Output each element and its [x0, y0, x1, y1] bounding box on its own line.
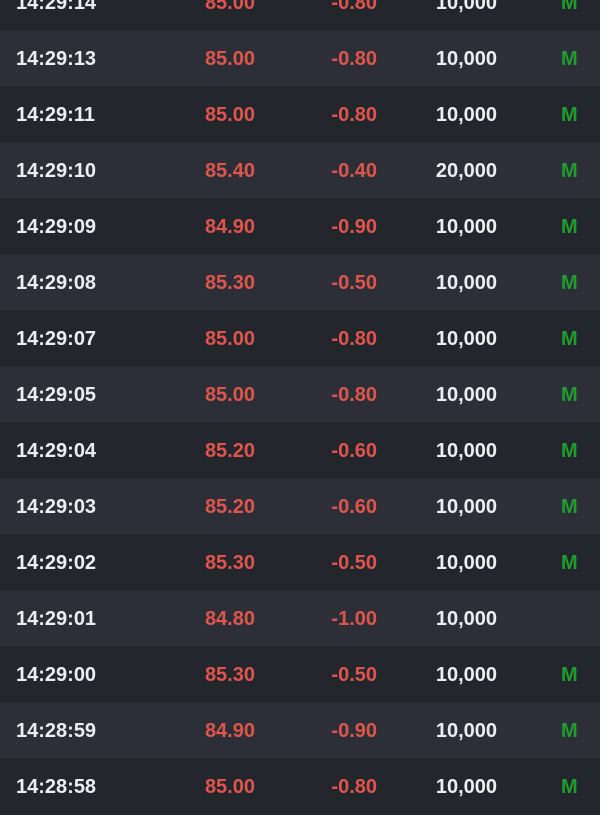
trade-row[interactable]: 14:29:14 85.00 -0.80 10,000 M [0, 0, 600, 31]
trade-volume: 10,000 [435, 48, 497, 70]
trade-row[interactable]: 14:29:13 85.00 -0.80 10,000 M [0, 31, 600, 87]
trade-volume: 10,000 [435, 552, 497, 574]
trade-volume: 10,000 [435, 0, 497, 14]
trade-price: 85.00 [204, 328, 255, 350]
trade-change: -0.60 [331, 440, 377, 462]
trade-price: 85.30 [204, 272, 255, 294]
trade-price: 85.20 [204, 440, 255, 462]
trade-price: 85.20 [204, 496, 255, 518]
trade-row[interactable]: 14:29:03 85.20 -0.60 10,000 M [0, 479, 600, 535]
trade-time: 14:29:14 [16, 0, 97, 14]
trade-change: -0.90 [331, 216, 377, 238]
trade-flag: M [561, 48, 578, 70]
trade-volume: 20,000 [435, 160, 497, 182]
trade-flag: M [561, 664, 578, 686]
trade-row[interactable]: 14:28:59 84.90 -0.90 10,000 M [0, 703, 600, 759]
trade-change: -0.80 [331, 776, 377, 798]
trade-time: 14:28:58 [16, 776, 97, 798]
trade-change: -1.00 [331, 608, 377, 630]
trade-volume: 10,000 [435, 776, 497, 798]
trade-time: 14:29:03 [16, 496, 97, 518]
trade-flag: M [561, 776, 578, 798]
trade-volume: 10,000 [435, 608, 497, 630]
trade-time: 14:29:10 [16, 160, 97, 182]
trade-change: -0.80 [331, 384, 377, 406]
trade-row[interactable]: 14:29:05 85.00 -0.80 10,000 M [0, 367, 600, 423]
trade-volume: 10,000 [435, 720, 497, 742]
trade-volume: 10,000 [435, 440, 497, 462]
trade-volume: 10,000 [435, 272, 497, 294]
trade-price: 85.00 [204, 48, 255, 70]
trade-change: -0.80 [331, 0, 377, 14]
trade-volume: 10,000 [435, 216, 497, 238]
trade-time: 14:29:05 [16, 384, 97, 406]
trade-time: 14:29:04 [16, 440, 97, 462]
trade-time: 14:29:09 [16, 216, 97, 238]
trade-flag: M [561, 0, 578, 14]
trade-flag: M [561, 552, 578, 574]
trade-price: 85.00 [204, 384, 255, 406]
trade-change: -0.80 [331, 48, 377, 70]
trade-time: 14:29:07 [16, 328, 97, 350]
trade-time: 14:29:08 [16, 272, 97, 294]
trade-change: -0.50 [331, 552, 377, 574]
trade-price: 85.30 [204, 664, 255, 686]
trade-price: 84.90 [204, 216, 255, 238]
trade-price: 85.30 [204, 552, 255, 574]
trade-price: 85.00 [204, 0, 255, 14]
trade-volume: 10,000 [435, 328, 497, 350]
trade-change: -0.40 [331, 160, 377, 182]
trade-volume: 10,000 [435, 104, 497, 126]
trade-row[interactable]: 14:29:10 85.40 -0.40 20,000 M [0, 143, 600, 199]
trade-flag: M [561, 384, 578, 406]
trade-volume: 10,000 [435, 664, 497, 686]
trade-row[interactable]: 14:29:08 85.30 -0.50 10,000 M [0, 255, 600, 311]
trade-flag: M [561, 216, 578, 238]
trade-row[interactable]: 14:29:11 85.00 -0.80 10,000 M [0, 87, 600, 143]
trade-row[interactable]: 14:29:02 85.30 -0.50 10,000 M [0, 535, 600, 591]
trade-change: -0.80 [331, 328, 377, 350]
trade-time: 14:29:13 [16, 48, 97, 70]
trade-time: 14:29:02 [16, 552, 97, 574]
trade-volume: 10,000 [435, 496, 497, 518]
trade-row[interactable]: 14:28:58 85.00 -0.80 10,000 M [0, 759, 600, 815]
trade-row[interactable]: 14:29:04 85.20 -0.60 10,000 M [0, 423, 600, 479]
trade-flag: M [561, 160, 578, 182]
trade-flag: M [561, 272, 578, 294]
trade-change: -0.90 [331, 720, 377, 742]
trade-time: 14:29:01 [16, 608, 97, 630]
trade-price: 85.00 [204, 776, 255, 798]
trade-volume: 10,000 [435, 384, 497, 406]
trade-flag: M [561, 496, 578, 518]
trade-change: -0.50 [331, 272, 377, 294]
trade-time: 14:29:00 [16, 664, 97, 686]
trade-price: 84.90 [204, 720, 255, 742]
trade-change: -0.50 [331, 664, 377, 686]
trade-change: -0.60 [331, 496, 377, 518]
trade-flag: M [561, 104, 578, 126]
trade-price: 85.40 [204, 160, 255, 182]
trade-flag: M [561, 720, 578, 742]
trade-price: 84.80 [204, 608, 255, 630]
trade-row[interactable]: 14:29:07 85.00 -0.80 10,000 M [0, 311, 600, 367]
trade-flag: M [561, 328, 578, 350]
trade-price: 85.00 [204, 104, 255, 126]
trade-change: -0.80 [331, 104, 377, 126]
trade-row[interactable]: 14:29:01 84.80 -1.00 10,000 [0, 591, 600, 647]
trade-flag: M [561, 440, 578, 462]
trade-row[interactable]: 14:29:09 84.90 -0.90 10,000 M [0, 199, 600, 255]
trade-row[interactable]: 14:29:00 85.30 -0.50 10,000 M [0, 647, 600, 703]
trade-time: 14:28:59 [16, 720, 97, 742]
trade-time: 14:29:11 [16, 104, 95, 126]
